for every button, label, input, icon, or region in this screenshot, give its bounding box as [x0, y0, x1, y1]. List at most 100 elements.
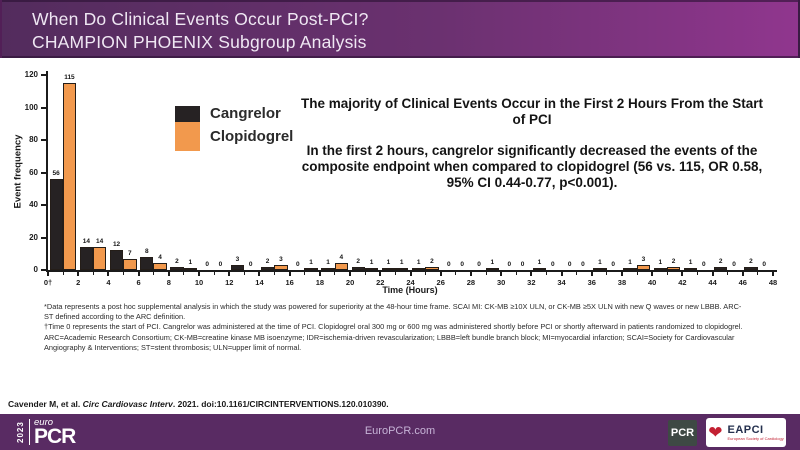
bar-value-label: 14 [82, 238, 90, 245]
eapci-name: EAPCI [727, 423, 764, 436]
y-tick-label: 80 [29, 135, 38, 144]
x-tick-label: 42 [678, 278, 687, 287]
x-tick-label: 30 [496, 278, 506, 287]
x-tick [439, 272, 442, 276]
x-tick [620, 272, 623, 276]
bar-cangrelor [109, 250, 124, 270]
y-axis-line [46, 71, 48, 272]
x-minor-tick [636, 272, 638, 275]
x-minor-tick [545, 272, 547, 275]
x-tick [198, 272, 201, 276]
y-tick-label: 60 [29, 167, 38, 177]
bar-clopidogrel [93, 247, 107, 270]
bar-value-label: 8 [144, 248, 149, 255]
bar-value-label: 0 [248, 261, 253, 268]
x-tick [469, 272, 472, 276]
x-tick-label: 46 [738, 278, 747, 287]
x-minor-tick [757, 272, 759, 275]
x-minor-tick [485, 272, 487, 275]
y-tick-label: 120 [24, 70, 38, 79]
x-tick-label: 24 [406, 278, 415, 287]
bar-clopidogrel [395, 268, 409, 270]
x-minor-tick [364, 272, 366, 275]
x-minor-tick [455, 272, 457, 275]
legend-item-cangrelor: Cangrelor [175, 105, 293, 122]
bar-cangrelor [593, 268, 607, 270]
x-tick-label: 28 [466, 278, 476, 287]
bar-value-label: 2 [671, 258, 676, 265]
europcr-2023-logo: 2023 euro PCR [16, 417, 76, 447]
bar-value-label: 1 [326, 259, 330, 266]
bar-cangrelor [230, 265, 245, 270]
bar-cangrelor [170, 267, 184, 270]
x-tick-label: 2 [76, 278, 81, 287]
bar-value-label: 1 [188, 259, 193, 266]
bar-value-label: 3 [641, 256, 646, 263]
bar-value-label: 1 [369, 259, 374, 266]
bar-clopidogrel [304, 268, 318, 270]
x-tick [107, 272, 110, 276]
bar-value-label: 115 [64, 74, 75, 81]
x-tick [228, 272, 231, 276]
key-message-heading: The majority of Clinical Events Occur in… [300, 96, 764, 127]
heart-icon: ❤ [708, 423, 723, 442]
citation-authors: Cavender M, et al. [8, 399, 83, 409]
clopidogrel-swatch-icon [175, 122, 200, 151]
bar-value-label: 0 [447, 261, 451, 268]
x-tick-label: 36 [587, 278, 596, 287]
x-minor-tick [576, 272, 578, 275]
x-tick-label: 4 [106, 278, 111, 287]
x-tick [772, 272, 774, 276]
bar-value-label: 1 [490, 259, 495, 266]
x-tick [349, 272, 352, 276]
bar-clopidogrel [334, 263, 348, 270]
y-tick-label: 40 [29, 200, 38, 209]
bar-value-label: 56 [52, 170, 60, 177]
bar-value-label: 0 [460, 261, 464, 268]
footnote-abbreviations: ARC=Academic Research Consortium; CK-MB=… [44, 332, 735, 352]
bar-value-label: 1 [537, 259, 542, 266]
x-tick-label: 0† [43, 278, 53, 287]
x-axis-title: Time (Hours) [382, 285, 438, 295]
y-tick [41, 171, 46, 174]
footnote-data: *Data represents a post hoc supplemental… [44, 302, 742, 322]
bar-value-label: 0 [218, 261, 223, 268]
bar-value-label: 4 [339, 254, 344, 261]
bar-clopidogrel [123, 259, 137, 270]
bar-value-label: 0 [732, 261, 736, 268]
bar-value-label: 4 [158, 254, 162, 261]
x-tick-label: 10 [194, 278, 204, 287]
bar-value-label: 2 [265, 258, 270, 265]
bar-cangrelor [532, 268, 547, 270]
bar-cangrelor [381, 268, 396, 270]
bar-value-label: 7 [128, 250, 132, 257]
x-tick [258, 272, 261, 276]
logo-euro-text: euro [34, 417, 54, 428]
key-message-block: The majority of Clinical Events Occur in… [296, 96, 768, 191]
x-tick-label: 38 [617, 278, 627, 287]
x-minor-tick [334, 272, 336, 275]
bar-cangrelor [79, 247, 93, 270]
x-minor-tick [666, 272, 668, 275]
x-tick-label: 18 [315, 278, 325, 287]
key-message-body: In the first 2 hours, cangrelor signific… [301, 142, 763, 190]
bar-cangrelor [653, 268, 667, 270]
x-tick-label: 40 [647, 278, 657, 287]
plot-area: 0 20 40 60 80 100 120 0† 2 4 6 8 10 12 14 16 18 20 22 24 26 2… [25, 70, 778, 287]
bar-clopidogrel [364, 268, 379, 270]
bar-value-label: 2 [175, 258, 179, 265]
header-banner: When Do Clinical Events Occur Post-PCI? … [0, 0, 800, 58]
y-tick [41, 74, 46, 76]
bar-value-label: 1 [658, 259, 663, 266]
bar-value-label: 0 [205, 261, 209, 268]
footer-bar: 2023 euro PCR EuroPCR.com PCR ❤ EAPCI Eu… [0, 414, 800, 450]
pcr-logo: PCR [668, 419, 697, 446]
x-tick-label: 6 [136, 278, 141, 287]
x-tick [77, 272, 80, 276]
bar-value-label: 1 [386, 259, 391, 266]
x-tick [560, 272, 563, 276]
y-tick-label: 100 [24, 102, 38, 112]
x-minor-tick [696, 272, 698, 275]
x-minor-tick [274, 272, 276, 275]
